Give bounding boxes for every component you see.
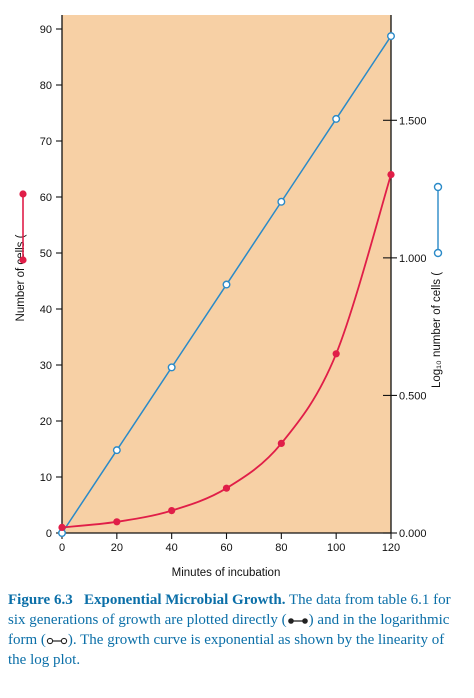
log-series-point <box>387 32 396 41</box>
direct-series-point <box>168 507 176 515</box>
y-left-tick-label: 50 <box>40 248 52 260</box>
log-series <box>58 32 396 538</box>
direct-series-point <box>58 523 66 532</box>
y-left-tick-label: 70 <box>40 136 52 148</box>
left-axis-label-group: Number of cells ( <box>15 190 27 321</box>
y-left-tick-label: 20 <box>40 416 52 428</box>
direct-series-curve <box>61 174 392 529</box>
x-tick-label: 0 <box>59 542 65 554</box>
x-tick-label: 120 <box>382 542 400 554</box>
filled-dots-line-icon <box>287 617 308 624</box>
x-axis-title: Minutes of incubation <box>172 567 281 579</box>
log-series-point <box>112 446 121 455</box>
y-left-tick-label: 40 <box>40 304 52 316</box>
log-series-point <box>332 114 341 123</box>
caption-text-3: ). The growth curve is exponential as sh… <box>8 632 445 668</box>
y-axis-left-title: Number of cells ( <box>15 234 27 321</box>
direct-series-point <box>277 439 285 447</box>
y-left-tick-label: 30 <box>40 360 52 372</box>
caption-text-1: The data from table 6.1 for six generati… <box>8 592 451 628</box>
y-left-tick-label: 10 <box>40 472 52 484</box>
y-left-tick-label: 90 <box>40 24 52 36</box>
direct-series-point <box>222 484 231 492</box>
x-tick-label: 20 <box>111 542 123 554</box>
y-left-tick-label: 60 <box>40 192 52 204</box>
log-series-point <box>222 280 231 289</box>
axes <box>56 15 397 539</box>
plot-area <box>62 15 391 533</box>
y-axis-right-title: Log₁₀ number of cells ( <box>431 272 443 388</box>
figure-label: Figure 6.3 <box>8 592 73 608</box>
direct-series-key-icon <box>19 190 27 264</box>
y-right-tick-label: 1.000 <box>399 253 427 265</box>
y-left-tick-label: 0 <box>46 528 52 540</box>
caption-text-2: ) and in the logarithmic form ( <box>8 612 450 648</box>
figure-heading: Exponential Microbial Growth. <box>83 592 286 608</box>
direct-series <box>58 171 395 532</box>
x-tick-label: 100 <box>327 542 345 554</box>
log-series-point <box>167 363 176 372</box>
y-left-tick-label: 80 <box>40 80 52 92</box>
growth-chart: 0 20 40 60 80 100 120 0 10 20 30 40 50 60 70 80 90 0.000 0… <box>15 15 443 579</box>
tick-labels: 0 20 40 60 80 100 120 0 10 20 30 40 50 60 70 80 90 0.000 0… <box>40 24 427 554</box>
direct-series-point <box>113 518 121 526</box>
x-tick-label: 60 <box>220 542 232 554</box>
log-series-key-icon <box>433 182 443 258</box>
x-tick-label: 40 <box>166 542 178 554</box>
log-series-point <box>277 197 286 206</box>
direct-series-point <box>387 171 395 179</box>
figure-caption: Figure 6.3 Exponential Microbial Growth.… <box>8 590 466 670</box>
direct-series-point <box>332 350 340 358</box>
right-axis-label-group: Log₁₀ number of cells ( <box>431 182 443 388</box>
x-tick-label: 80 <box>275 542 287 554</box>
open-dots-line-icon <box>46 637 68 644</box>
y-right-tick-label: 0.000 <box>399 528 427 540</box>
y-right-tick-label: 0.500 <box>399 390 427 402</box>
y-right-tick-label: 1.500 <box>399 115 427 127</box>
